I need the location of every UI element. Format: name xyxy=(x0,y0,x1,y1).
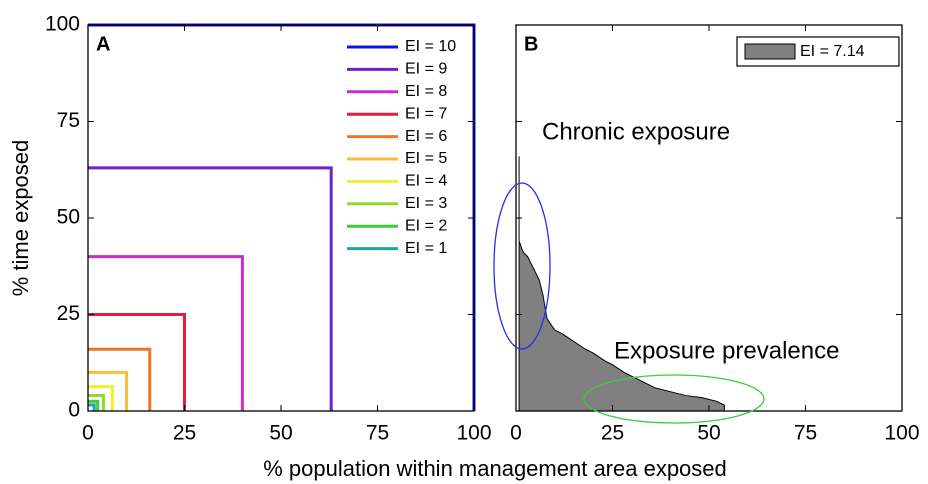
legend-label: EI = 10 xyxy=(405,38,456,55)
y-tick-label: 25 xyxy=(57,302,80,325)
x-tick-label: 25 xyxy=(173,422,196,445)
legend-label: EI = 7.14 xyxy=(800,43,865,60)
step-line xyxy=(88,255,244,411)
y-tick-label: 100 xyxy=(45,13,80,36)
plot-layer: EI = 10 EI = 9 EI = 8 EI = 7 EI = 6 EI = 5 EI … xyxy=(88,23,476,411)
x-tick-label: 100 xyxy=(456,422,491,445)
plot-layer: EI = 7.14 xyxy=(518,36,900,412)
legend-label: EI = 7 xyxy=(405,105,447,122)
step-line xyxy=(88,347,152,411)
x-tick-label: 50 xyxy=(269,422,292,445)
legend-label: EI = 3 xyxy=(405,195,447,212)
legend-label: EI = 8 xyxy=(405,83,447,100)
legend-label: EI = 2 xyxy=(405,217,447,234)
y-axis-label: % time exposed xyxy=(8,140,33,297)
y-tick-label: 75 xyxy=(57,109,80,132)
step-line xyxy=(88,370,129,411)
legend-label: EI = 1 xyxy=(405,240,447,257)
x-tick-label: 75 xyxy=(794,422,817,445)
step-line xyxy=(88,394,105,411)
x-tick-label: 0 xyxy=(510,422,522,445)
legend-label: EI = 6 xyxy=(405,128,447,145)
x-tick-label: 75 xyxy=(366,422,389,445)
step-line xyxy=(88,313,186,411)
annotation: Exposure prevalence xyxy=(614,337,839,364)
x-axis-label: % population within management area expo… xyxy=(263,456,727,481)
legend-swatch xyxy=(744,43,796,60)
x-tick-label: 100 xyxy=(884,422,919,445)
y-tick-label: 50 xyxy=(57,206,80,229)
x-tick-label: 50 xyxy=(697,422,720,445)
x-tick-label: 0 xyxy=(82,422,94,445)
y-tick-label: 0 xyxy=(68,399,80,422)
panel-label: B xyxy=(524,33,538,55)
x-tick-label: 25 xyxy=(601,422,624,445)
panel-label: A xyxy=(96,33,110,55)
legend-label: EI = 9 xyxy=(405,61,447,78)
step-line xyxy=(88,385,114,411)
area xyxy=(518,156,725,412)
annotation-ellipse xyxy=(493,182,551,350)
legend-label: EI = 4 xyxy=(405,173,447,190)
step-line xyxy=(88,399,100,411)
annotation-ellipse xyxy=(583,374,765,424)
annotation: Chronic exposure xyxy=(542,118,730,145)
step-line xyxy=(88,403,96,411)
step-line xyxy=(88,166,333,411)
legend-label: EI = 5 xyxy=(405,150,447,167)
